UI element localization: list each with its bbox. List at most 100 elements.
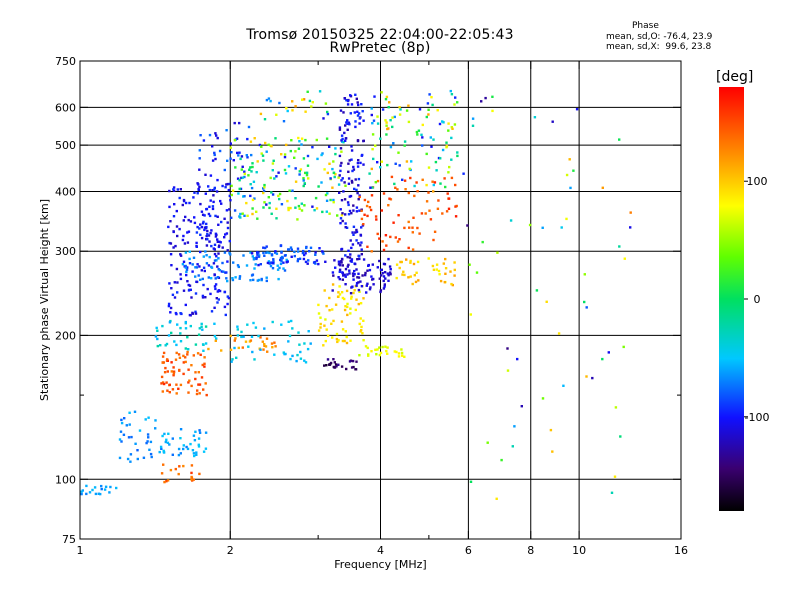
colorbar: [719, 87, 744, 511]
data-point: [220, 202, 223, 205]
data-point: [328, 212, 331, 215]
data-point: [173, 340, 176, 343]
data-point: [397, 355, 401, 358]
data-point: [283, 168, 287, 172]
data-point: [453, 103, 456, 106]
data-point: [348, 209, 352, 213]
data-point: [202, 450, 206, 453]
data-point: [339, 261, 342, 264]
data-point: [321, 250, 324, 253]
data-point: [274, 251, 277, 254]
data-point: [198, 392, 201, 395]
data-point: [433, 230, 437, 233]
data-point: [381, 272, 384, 275]
data-point: [291, 189, 294, 192]
data-point: [263, 327, 266, 330]
data-point: [274, 250, 277, 253]
data-point: [268, 201, 271, 205]
data-point: [285, 261, 288, 264]
data-point: [170, 370, 173, 373]
data-point: [387, 106, 390, 109]
data-point: [270, 191, 273, 194]
data-point: [219, 241, 222, 244]
data-point: [322, 344, 325, 347]
data-point: [395, 276, 398, 280]
data-point: [190, 478, 193, 481]
data-point: [172, 366, 175, 369]
data-point: [220, 220, 223, 224]
data-point: [376, 232, 379, 236]
data-point: [255, 171, 258, 174]
data-point: [426, 102, 430, 105]
data-point: [172, 246, 175, 249]
data-point: [357, 288, 361, 292]
grid-layer: [80, 61, 681, 539]
data-point: [215, 233, 218, 237]
data-point: [266, 261, 270, 265]
data-point: [438, 122, 442, 126]
data-point: [363, 198, 367, 202]
data-point: [412, 216, 415, 219]
data-point: [257, 255, 261, 258]
data-point: [231, 277, 234, 280]
data-point: [317, 329, 321, 332]
data-point: [347, 162, 350, 165]
data-point: [344, 213, 347, 216]
data-point: [187, 391, 190, 394]
data-point: [285, 107, 288, 110]
data-point: [190, 364, 193, 367]
data-point: [226, 159, 229, 162]
data-point: [213, 153, 216, 157]
data-point: [194, 292, 198, 295]
data-point: [343, 97, 346, 100]
data-point: [269, 264, 273, 268]
data-point: [393, 182, 396, 186]
data-point: [146, 433, 150, 436]
data-point: [359, 161, 362, 165]
data-point: [352, 225, 356, 228]
data-point: [374, 348, 377, 351]
data-point: [383, 283, 386, 286]
data-point: [353, 273, 356, 276]
data-point: [585, 306, 588, 309]
data-point: [218, 244, 221, 247]
data-point: [207, 185, 210, 188]
data-point: [213, 273, 216, 277]
data-point: [408, 167, 411, 171]
data-point: [454, 215, 458, 218]
data-point: [450, 136, 453, 140]
data-point: [386, 272, 389, 275]
data-point: [361, 110, 364, 113]
data-point: [350, 149, 354, 152]
data-point: [173, 203, 176, 206]
data-point: [309, 342, 312, 345]
data-point: [303, 342, 306, 345]
data-point: [184, 347, 187, 350]
data-point: [187, 368, 190, 371]
data-point: [252, 180, 256, 183]
data-point: [305, 246, 308, 250]
data-point: [179, 332, 182, 335]
data-point: [189, 324, 192, 328]
data-point: [317, 185, 320, 188]
data-point: [469, 480, 473, 483]
data-point: [244, 340, 248, 343]
data-point: [177, 353, 181, 356]
data-point: [430, 96, 433, 99]
data-point: [610, 491, 614, 494]
data-point: [362, 139, 365, 142]
data-point: [337, 263, 341, 266]
data-point: [197, 333, 201, 336]
data-point: [533, 116, 537, 119]
data-point: [267, 97, 271, 100]
data-point: [442, 262, 445, 265]
data-point: [444, 257, 447, 261]
data-point: [356, 258, 359, 261]
data-point: [236, 264, 240, 267]
data-point: [164, 440, 167, 444]
data-point: [314, 262, 317, 265]
data-point: [196, 352, 200, 355]
data-point: [229, 146, 232, 149]
data-point: [148, 448, 151, 451]
data-point: [351, 272, 355, 275]
